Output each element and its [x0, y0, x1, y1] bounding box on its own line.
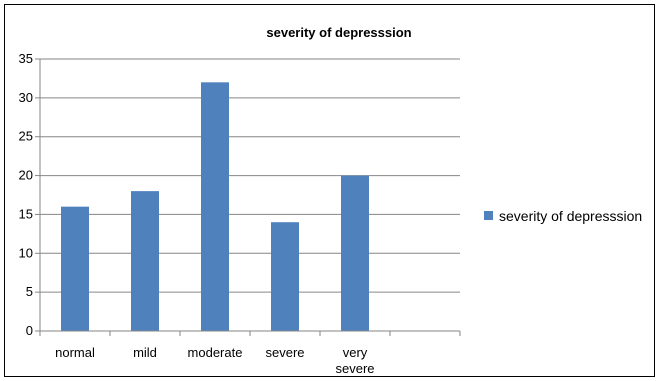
legend-swatch — [484, 211, 493, 220]
x-tick-label: mild — [133, 345, 157, 360]
x-tick-label: severe — [265, 345, 304, 360]
bar-2 — [201, 82, 229, 331]
chart-title: severity of depresssion — [266, 25, 411, 40]
bar-0 — [61, 206, 89, 331]
x-tick-label: very — [343, 345, 368, 360]
y-tick-label: 15 — [19, 206, 33, 221]
y-tick-label: 10 — [19, 245, 33, 260]
x-tick-label: moderate — [188, 345, 243, 360]
chart-frame — [4, 4, 655, 377]
legend-label: severity of depresssion — [499, 208, 642, 224]
x-tick-label: normal — [55, 345, 95, 360]
y-tick-label: 5 — [26, 284, 33, 299]
bar-4 — [341, 175, 369, 331]
bar-3 — [271, 222, 299, 331]
y-tick-label: 30 — [19, 90, 33, 105]
y-tick-label: 35 — [19, 51, 33, 66]
gridlines — [40, 58, 460, 293]
legend: severity of depresssion — [484, 208, 642, 224]
y-tick-label: 0 — [26, 323, 33, 338]
y-tick-label: 20 — [19, 168, 33, 183]
bars — [61, 82, 369, 331]
y-tick-label: 25 — [19, 129, 33, 144]
x-tick-label: severe — [335, 361, 374, 376]
bar-1 — [131, 191, 159, 331]
y-axis-ticks: 0 5 10 15 20 25 30 35 — [19, 51, 40, 338]
